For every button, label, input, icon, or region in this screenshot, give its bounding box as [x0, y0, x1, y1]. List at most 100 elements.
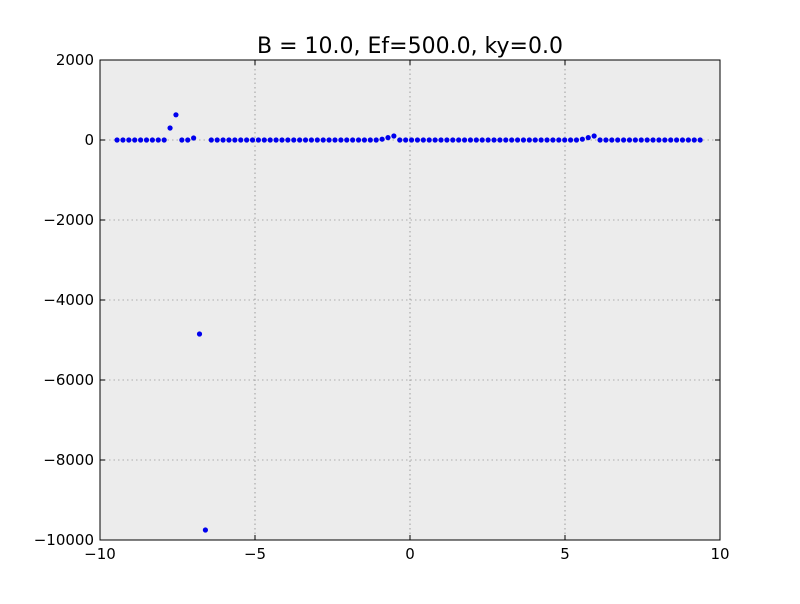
data-point — [149, 137, 155, 143]
data-point — [320, 137, 326, 143]
data-point — [456, 137, 462, 143]
data-point — [173, 112, 179, 118]
data-point — [326, 137, 332, 143]
data-point — [285, 137, 291, 143]
data-point — [632, 137, 638, 143]
data-point — [126, 137, 132, 143]
data-point — [249, 137, 256, 143]
data-point — [603, 137, 609, 143]
data-point — [438, 137, 444, 143]
data-point — [591, 133, 597, 139]
y-tick-label: −10000 — [34, 531, 94, 549]
data-point — [403, 137, 409, 143]
data-point — [556, 137, 562, 143]
data-point — [202, 527, 208, 533]
data-point — [332, 137, 338, 143]
data-point — [302, 137, 309, 143]
data-point — [609, 137, 615, 143]
data-point — [650, 137, 656, 143]
data-point — [503, 137, 509, 143]
data-point — [479, 137, 485, 143]
data-point — [196, 331, 203, 337]
data-point — [367, 137, 373, 143]
data-point — [509, 137, 515, 143]
data-point — [291, 137, 297, 143]
data-point — [114, 137, 120, 143]
data-point — [143, 137, 150, 143]
y-tick-label: 0 — [84, 131, 94, 149]
data-point — [391, 133, 397, 139]
data-point — [255, 137, 262, 143]
data-point — [444, 137, 450, 143]
data-point — [432, 137, 438, 143]
data-point — [208, 137, 214, 143]
data-point — [232, 137, 238, 143]
data-point — [691, 137, 697, 143]
y-tick-label: −8000 — [43, 451, 94, 469]
data-point — [461, 137, 468, 143]
data-point — [267, 137, 273, 143]
data-point — [526, 137, 532, 143]
data-point — [450, 137, 456, 143]
data-point — [638, 137, 644, 143]
data-point — [132, 137, 138, 143]
data-point — [344, 137, 350, 143]
data-point — [467, 137, 474, 143]
data-point — [562, 137, 568, 143]
x-tick-label: −10 — [84, 545, 116, 563]
data-point — [662, 137, 668, 143]
data-point — [355, 137, 362, 143]
data-point — [597, 137, 603, 143]
data-point — [620, 137, 627, 143]
data-point — [238, 137, 244, 143]
data-point — [338, 137, 344, 143]
x-tick-label: 0 — [405, 545, 415, 563]
data-point — [485, 137, 491, 143]
data-point — [626, 137, 633, 143]
data-point — [544, 137, 550, 143]
data-point — [385, 135, 391, 141]
data-point — [426, 137, 432, 143]
data-point — [361, 137, 368, 143]
data-point — [220, 137, 226, 143]
data-point — [226, 137, 232, 143]
data-point — [497, 137, 503, 143]
data-point — [379, 136, 385, 142]
data-point — [579, 136, 585, 142]
x-tick-label: 5 — [560, 545, 570, 563]
data-point — [161, 137, 167, 143]
data-point — [350, 137, 356, 143]
data-point — [185, 137, 191, 143]
data-point — [644, 137, 650, 143]
data-point — [656, 137, 662, 143]
data-point — [261, 137, 267, 143]
data-point — [550, 137, 556, 143]
data-point — [244, 137, 250, 143]
data-point — [179, 137, 185, 143]
data-point — [573, 137, 580, 143]
data-point — [674, 137, 680, 143]
data-point — [538, 137, 544, 143]
data-point — [514, 137, 521, 143]
x-tick-label: −5 — [244, 545, 266, 563]
data-point — [585, 135, 591, 141]
data-point — [520, 137, 527, 143]
data-point — [138, 137, 144, 143]
data-point — [408, 137, 415, 143]
y-tick-label: −2000 — [43, 211, 94, 229]
y-tick-label: 2000 — [56, 51, 94, 69]
y-tick-label: −6000 — [43, 371, 94, 389]
data-point — [273, 137, 279, 143]
data-point — [214, 137, 220, 143]
data-point — [668, 137, 674, 143]
data-point — [615, 137, 621, 143]
data-point — [191, 135, 197, 141]
data-point — [297, 137, 303, 143]
data-point — [567, 137, 574, 143]
x-tick-label: 10 — [710, 545, 729, 563]
chart-title: B = 10.0, Ef=500.0, ky=0.0 — [257, 34, 563, 59]
data-point — [532, 137, 538, 143]
data-point — [685, 137, 691, 143]
